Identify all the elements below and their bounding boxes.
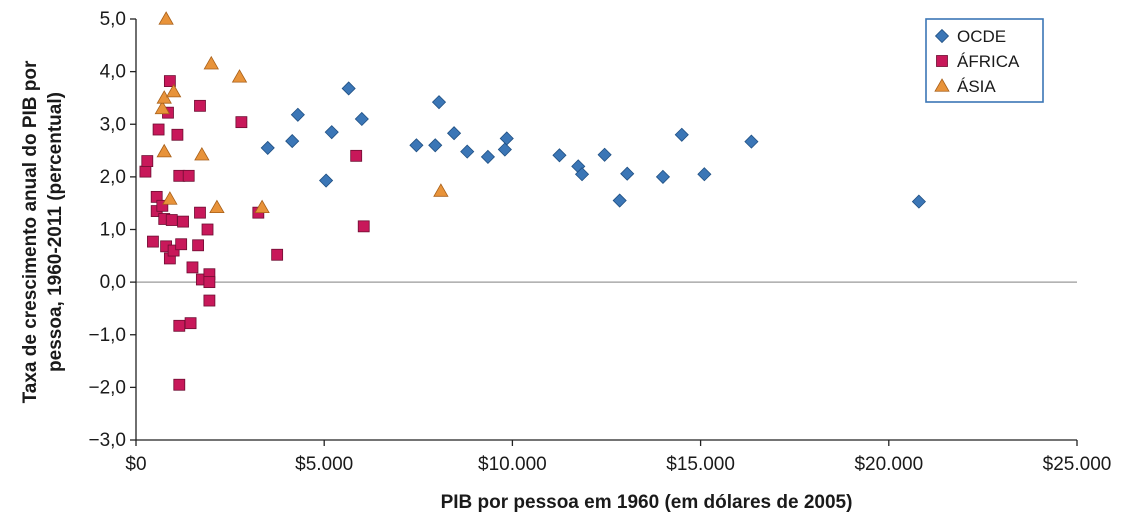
data-point (285, 134, 300, 149)
data-point (446, 126, 462, 141)
data-point (354, 111, 369, 127)
y-axis-title-line: Taxa de crescimento anual do PIB por (20, 60, 41, 403)
data-point (428, 138, 443, 153)
y-tick-label: 2,0 (100, 167, 126, 188)
y-tick-label: −1,0 (88, 325, 126, 346)
data-point (162, 191, 178, 205)
data-point (552, 148, 567, 163)
data-point (674, 127, 689, 142)
legend-marker (934, 78, 950, 92)
x-tick-label: $20.000 (854, 454, 923, 475)
data-point (163, 75, 176, 87)
data-point (177, 215, 189, 228)
data-point (597, 147, 612, 162)
data-point (167, 244, 180, 257)
series-square (139, 75, 370, 391)
legend-marker (934, 28, 950, 44)
data-point (231, 69, 248, 83)
data-point (319, 173, 334, 188)
x-tick-label: $25.000 (1043, 454, 1112, 475)
x-tick-label: $15.000 (666, 454, 735, 475)
legend-item: ÁSIA (934, 77, 996, 96)
data-point (165, 214, 178, 226)
legend: OCDE ÁFRICA ÁSIA (925, 18, 1044, 103)
x-tick-label: $10.000 (478, 454, 547, 475)
data-point (324, 125, 339, 140)
legend-label: OCDE (957, 27, 1006, 46)
data-point (194, 206, 206, 219)
data-point (173, 319, 186, 332)
data-point (154, 100, 171, 115)
data-point (620, 166, 635, 181)
data-point (192, 239, 205, 252)
data-point (194, 146, 210, 161)
data-point (203, 294, 216, 307)
data-point (175, 238, 188, 251)
data-point (165, 83, 182, 98)
data-point (497, 142, 512, 157)
y-tick-label: 0,0 (100, 272, 126, 293)
data-point (357, 220, 370, 233)
y-axis-title: Taxa de crescimento anual do PIB por pess… (20, 60, 66, 403)
legend-item: OCDE (934, 27, 1006, 46)
y-axis-title-line: pessoa, 1960-2011 (percentual) (45, 92, 66, 372)
data-point (744, 134, 759, 149)
series-diamond (260, 81, 926, 209)
y-tick-label: −2,0 (88, 377, 126, 398)
data-point (173, 378, 186, 391)
data-point (409, 138, 424, 153)
y-tick-label: 4,0 (100, 62, 126, 83)
data-point (341, 81, 356, 96)
data-point (152, 123, 165, 136)
data-point (499, 131, 514, 146)
data-point (194, 99, 206, 112)
y-tick-label: −3,0 (88, 430, 126, 451)
data-point (156, 143, 172, 158)
data-point (433, 183, 449, 197)
data-points (139, 11, 926, 391)
series-triangle (154, 11, 449, 214)
data-point (171, 128, 184, 141)
data-point (697, 167, 712, 182)
legend-label: ÁFRICA (957, 52, 1020, 71)
data-point (911, 194, 926, 209)
y-tick-label: 1,0 (100, 220, 126, 241)
data-point (147, 235, 159, 248)
data-point (158, 11, 174, 25)
y-tick-label: 3,0 (100, 114, 126, 135)
data-point (254, 199, 270, 214)
data-point (209, 199, 225, 214)
data-point (141, 155, 154, 167)
data-point (290, 107, 305, 122)
data-point (260, 140, 275, 155)
data-point (203, 276, 216, 289)
data-point (182, 169, 195, 182)
legend-marker (936, 55, 948, 67)
x-tick-label: $0 (125, 454, 146, 475)
data-point (612, 193, 627, 208)
data-point (431, 95, 447, 110)
data-point (574, 167, 590, 182)
x-tick-label: $5.000 (295, 454, 353, 475)
data-point (235, 116, 248, 129)
legend-label: ÁSIA (957, 77, 996, 96)
data-point (655, 169, 671, 184)
y-tick-label: 5,0 (100, 9, 126, 30)
legend-item: ÁFRICA (936, 52, 1020, 71)
data-point (139, 165, 152, 178)
data-point (184, 317, 197, 330)
x-axis-title: PIB por pessoa em 1960 (em dólares de 20… (441, 492, 853, 513)
data-point (156, 199, 169, 212)
data-point (480, 149, 495, 164)
data-point (460, 144, 475, 159)
data-point (201, 223, 214, 236)
axes: 5,0 4,0 3,0 2,0 1,0 0,0 −1,0 −2,0 −3,0 $0 $5.000 $1… (20, 9, 1111, 513)
data-point (350, 149, 363, 162)
data-point (186, 261, 199, 274)
data-point (271, 248, 284, 261)
data-point (203, 55, 219, 70)
